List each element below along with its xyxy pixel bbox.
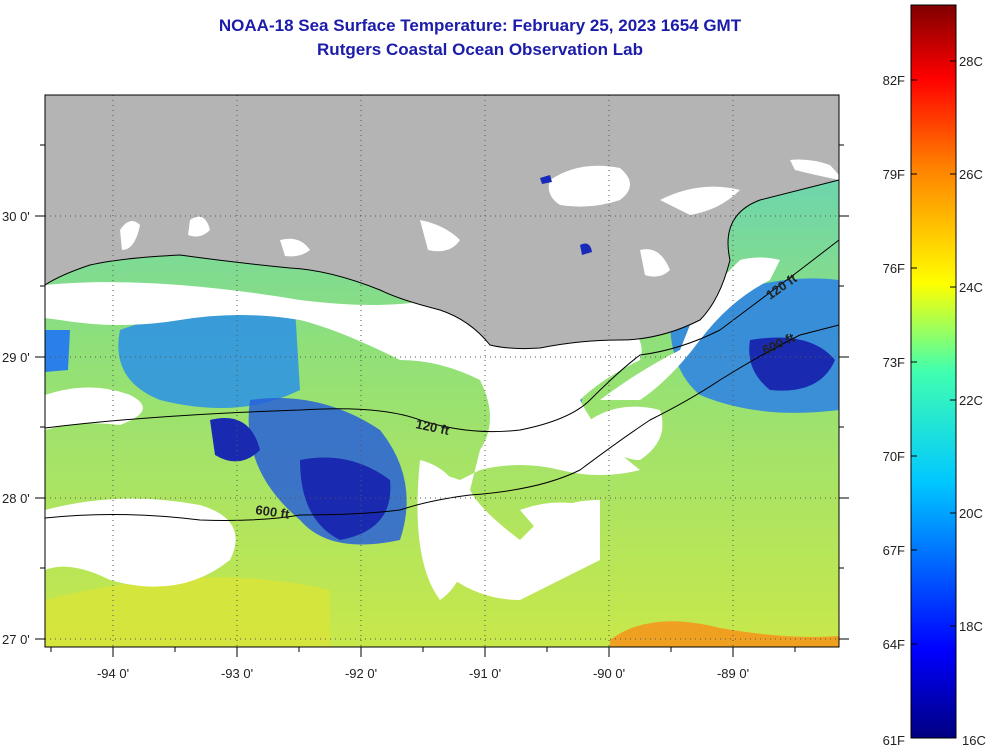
lon-label: -90 0': [593, 666, 625, 681]
cloud-cover: [417, 460, 470, 600]
lon-label: -91 0': [469, 666, 501, 681]
colorbar-ticks: [911, 60, 956, 645]
cloud-cover: [600, 257, 780, 400]
cold-water-patch: [210, 418, 260, 462]
axis-ticks: [35, 144, 849, 657]
warm-water-west: [45, 577, 330, 647]
contour-label: 120 ft: [414, 416, 451, 438]
colorbar-c-label: 22C: [959, 393, 983, 408]
lat-label: 27 0': [2, 632, 30, 647]
colorbar-f-label: 64F: [883, 637, 905, 652]
colorbar-c-label: 24C: [959, 280, 983, 295]
cloud-cover: [520, 502, 600, 545]
colorbar-f-label: 82F: [883, 73, 905, 88]
colorbar-f-label: 79F: [883, 167, 905, 182]
colorbar-c-label: 26C: [959, 167, 983, 182]
contour-120ft: [44, 239, 840, 433]
chart-title: NOAA-18 Sea Surface Temperature: Februar…: [218, 16, 742, 35]
warm-water-patch: [610, 621, 839, 647]
lat-label: 30 0': [2, 209, 30, 224]
lake: [420, 220, 460, 252]
lat-label: 29 0': [2, 350, 30, 365]
chart-subtitle: Rutgers Coastal Ocean Observation Lab: [317, 40, 643, 59]
lake: [660, 186, 740, 215]
cool-water-patch: [118, 306, 300, 408]
cold-water-patch: [300, 457, 391, 540]
contour-label: 600 ft: [255, 502, 291, 522]
land-mass: [45, 95, 839, 349]
lon-label: -94 0': [97, 666, 129, 681]
lake: [280, 238, 310, 257]
lake: [580, 243, 592, 255]
graticule: [45, 95, 839, 647]
colorbar-c-label: 28C: [959, 54, 983, 69]
contour-600ft: [44, 324, 840, 521]
cloud-cover: [45, 498, 236, 587]
colorbar-f-label: 70F: [883, 449, 905, 464]
colorbar-c-label: 18C: [959, 619, 983, 634]
lake: [120, 221, 140, 250]
marsh-edge: [640, 249, 670, 277]
map-imagery: [45, 95, 839, 647]
cloud-cover: [45, 282, 642, 600]
colorbar-f-label: 67F: [883, 543, 905, 558]
cloud-cover: [45, 387, 143, 430]
colorbar-c-label: 20C: [959, 506, 983, 521]
colorbar-f-label: 73F: [883, 355, 905, 370]
colorbar-f-label: 76F: [883, 261, 905, 276]
lon-label: -93 0': [221, 666, 253, 681]
lake: [790, 159, 839, 180]
lake: [540, 175, 552, 184]
coastline: [44, 179, 840, 350]
lon-label: -92 0': [345, 666, 377, 681]
cool-water-patch: [45, 330, 70, 372]
lon-label: -89 0': [717, 666, 749, 681]
colorbar-f-label: 61F: [883, 733, 905, 748]
cloud-cover: [590, 406, 663, 460]
colorbar-c-label: 16C: [962, 733, 986, 748]
map-frame: [44, 94, 840, 648]
lake: [188, 216, 210, 237]
lat-label: 28 0': [2, 491, 30, 506]
lake: [548, 165, 630, 207]
colorbar: [910, 4, 957, 739]
